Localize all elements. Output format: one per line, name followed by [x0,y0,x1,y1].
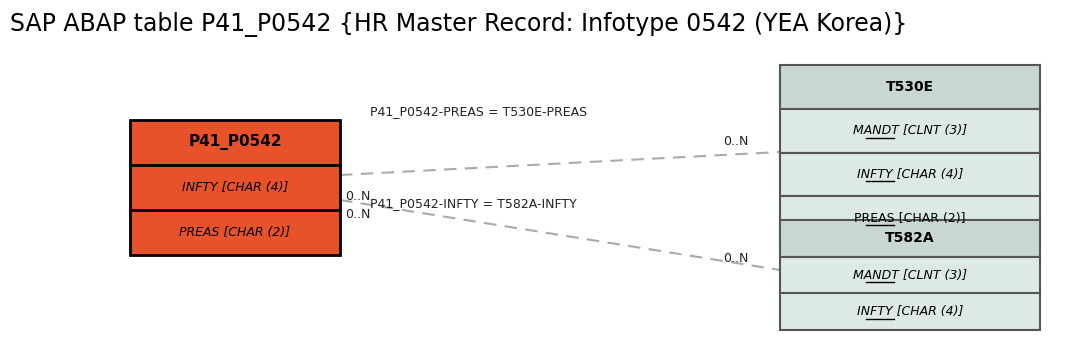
Text: P41_P0542-PREAS = T530E-PREAS: P41_P0542-PREAS = T530E-PREAS [370,105,587,118]
Text: 0..N: 0..N [722,252,748,265]
Text: T530E: T530E [886,80,934,94]
Text: T582A: T582A [885,231,935,245]
Text: MANDT [CLNT (3)]: MANDT [CLNT (3)] [853,268,967,282]
Bar [780,152,1040,196]
Text: INFTY [CHAR (4)]: INFTY [CHAR (4)] [857,305,963,318]
Bar [780,293,1040,330]
Text: 0..N: 0..N [345,208,371,221]
Bar [780,196,1040,240]
Bar [780,220,1040,257]
Text: PREAS [CHAR (2)]: PREAS [CHAR (2)] [854,212,965,225]
Bar [780,257,1040,293]
Text: P41_P0542-INFTY = T582A-INFTY: P41_P0542-INFTY = T582A-INFTY [370,197,577,210]
Text: 0..N: 0..N [722,135,748,148]
Bar [780,65,1040,109]
Bar [780,109,1040,152]
Text: SAP ABAP table P41_P0542 {HR Master Record: Infotype 0542 (YEA Korea)}: SAP ABAP table P41_P0542 {HR Master Reco… [10,12,907,37]
Text: 0..N: 0..N [345,190,371,203]
Text: P41_P0542: P41_P0542 [188,135,282,150]
Text: PREAS [CHAR (2)]: PREAS [CHAR (2)] [179,226,291,239]
Text: INFTY [CHAR (4)]: INFTY [CHAR (4)] [182,181,289,194]
Bar [130,120,341,255]
Text: INFTY [CHAR (4)]: INFTY [CHAR (4)] [857,168,963,181]
Text: MANDT [CLNT (3)]: MANDT [CLNT (3)] [853,124,967,137]
